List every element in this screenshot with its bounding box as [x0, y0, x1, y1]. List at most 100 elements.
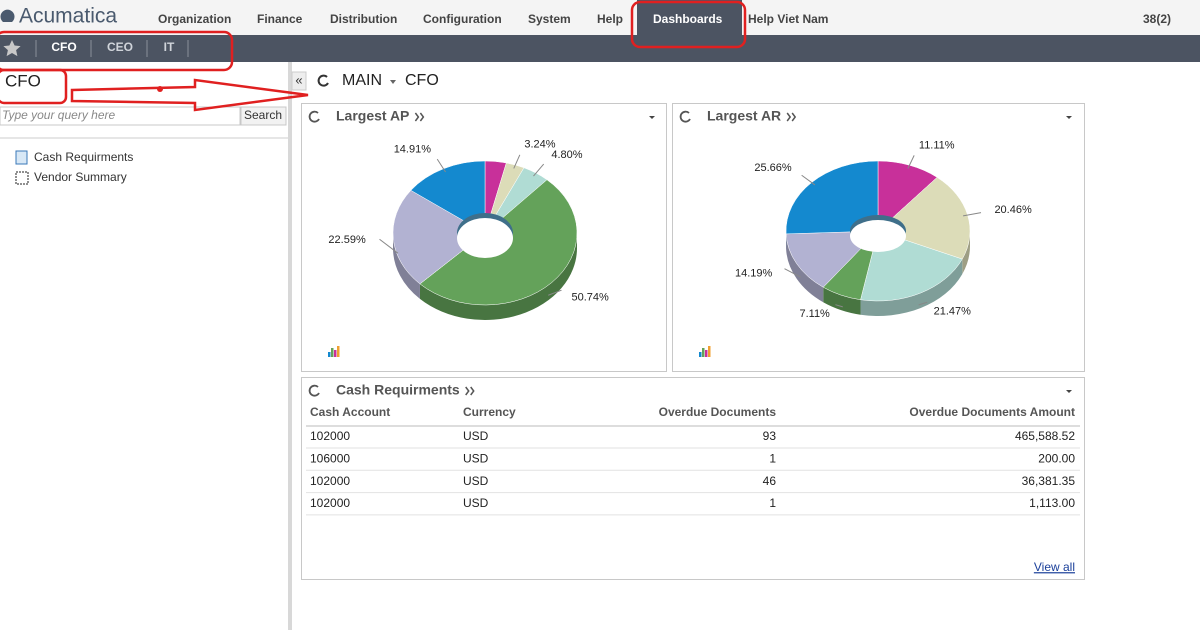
donut-hole [457, 218, 513, 258]
table-cell: 46 [763, 474, 777, 488]
annotation-box [630, 0, 747, 49]
table-cell: 1,113.00 [1029, 496, 1075, 510]
slice-side [419, 233, 577, 321]
widget-title[interactable]: Cash Requirments [336, 382, 460, 398]
donut-hole [850, 220, 906, 252]
slice-label: 21.47% [934, 305, 972, 317]
slice-label: 25.66% [754, 162, 792, 174]
leader-line [963, 212, 982, 217]
menu-item[interactable]: System [528, 12, 571, 26]
tabs-bar [0, 35, 1200, 62]
annotation-box [0, 68, 68, 105]
grid-icon [15, 171, 29, 185]
tab[interactable]: IT [164, 40, 175, 54]
counter[interactable]: 38(2) [1143, 12, 1171, 26]
widget-title[interactable]: Largest AP [336, 108, 409, 124]
breadcrumb-page: CFO [405, 72, 439, 89]
view-all-link[interactable]: View all [1034, 560, 1075, 574]
table-cell: 200.00 [1038, 451, 1075, 465]
menu-item[interactable]: Help Viet Nam [748, 12, 828, 26]
pie-slice[interactable] [392, 190, 486, 285]
table-cell: USD [463, 451, 489, 465]
search-input[interactable] [0, 106, 241, 126]
sidebar-title: CFO [5, 71, 41, 90]
table-cell: 102000 [310, 474, 350, 488]
logo-icon [0, 9, 15, 22]
refresh-icon[interactable] [679, 110, 691, 123]
leader-line [784, 268, 802, 278]
column-header[interactable]: Cash Account [310, 405, 390, 419]
slice-label: 4.80% [551, 149, 582, 161]
menu-item[interactable]: Finance [257, 12, 303, 26]
table-cell: 102000 [310, 429, 350, 443]
leader-line [533, 163, 545, 177]
tab[interactable]: CEO [107, 40, 133, 54]
active-menu-bg [637, 0, 742, 35]
slice-label: 7.11% [799, 308, 830, 320]
table-cell: USD [463, 429, 489, 443]
tree-item[interactable]: Cash Requirments [34, 150, 133, 164]
tree-item[interactable]: Vendor Summary [34, 170, 127, 184]
table-cell: USD [463, 474, 489, 488]
slice-label: 50.74% [572, 292, 610, 304]
refresh-icon[interactable] [317, 74, 329, 87]
table-cell: 465,588.52 [1015, 429, 1075, 443]
column-header[interactable]: Overdue Documents Amount [909, 405, 1075, 419]
menu-item[interactable]: Distribution [330, 12, 397, 26]
menu-item[interactable]: Configuration [423, 12, 502, 26]
chart-icon [705, 350, 708, 357]
refresh-icon[interactable] [308, 384, 320, 397]
collapse-button[interactable] [291, 71, 307, 91]
chart-icon [708, 346, 711, 357]
favorites-star[interactable] [3, 40, 21, 57]
annotations [0, 0, 747, 112]
widget-menu[interactable] [649, 116, 655, 119]
slice-label: 14.91% [394, 143, 432, 155]
search-button[interactable] [240, 106, 287, 126]
leader-line [513, 154, 521, 169]
collapse-icon: « [295, 72, 302, 87]
slice-side [786, 233, 824, 303]
expand-icon[interactable] [414, 112, 425, 122]
chart-icon [702, 348, 705, 357]
slice-side [860, 259, 963, 316]
column-header[interactable]: Overdue Documents [659, 405, 777, 419]
chart-icon [699, 352, 702, 357]
slice-side [393, 233, 420, 299]
table-cell: USD [463, 496, 489, 510]
tab[interactable]: CFO [51, 40, 76, 54]
expand-icon[interactable] [465, 386, 475, 396]
menu-item[interactable]: Help [597, 12, 623, 26]
leader-line [548, 289, 562, 296]
slice-label: 22.59% [328, 234, 366, 246]
splitter [288, 62, 292, 630]
annotation-dot [157, 86, 163, 92]
leader-line [907, 155, 915, 169]
widget-menu[interactable] [1066, 116, 1072, 119]
chart-icon [337, 346, 340, 357]
slice-side [962, 231, 970, 275]
search-button-label: Search [244, 108, 282, 122]
leader-line [835, 304, 843, 308]
refresh-icon[interactable] [308, 110, 320, 123]
menu-item[interactable]: Organization [158, 12, 231, 26]
slice-label: 20.46% [994, 204, 1032, 216]
widget-menu[interactable] [1066, 390, 1072, 393]
leader-line [436, 158, 446, 173]
widget [301, 377, 1085, 580]
chart-icon [328, 352, 331, 357]
expand-icon[interactable] [786, 112, 797, 122]
menu-item[interactable]: Dashboards [653, 12, 723, 26]
widget-title[interactable]: Largest AR [707, 108, 781, 124]
logo: Acumatica [19, 5, 117, 28]
table-cell: 36,381.35 [1022, 474, 1076, 488]
top-bar [0, 0, 1200, 35]
slice-label: 14.19% [735, 268, 773, 280]
chart-icon [334, 350, 337, 357]
column-header[interactable]: Currency [463, 405, 516, 419]
slice-label: 11.11% [919, 139, 955, 151]
doc-icon [15, 150, 28, 165]
dropdown-arrow[interactable] [390, 80, 396, 84]
annotation-arrow [70, 78, 309, 112]
